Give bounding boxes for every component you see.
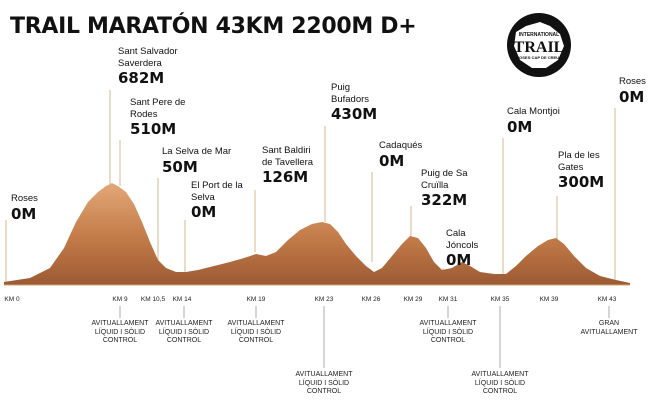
waypoint-name: Puig Bufadors	[331, 82, 370, 105]
logo-sub-text: ROSES·CAP DE CREUS	[516, 55, 562, 60]
waypoint-name: Sant Baldiri de Tavellera	[262, 145, 314, 168]
km-label: KM 0	[4, 296, 20, 303]
km-label: KM 43	[597, 296, 617, 303]
waypoint-sant-salvador: Sant Salvador Saverdera 682M	[118, 46, 188, 87]
waypoint-name: Cadaqués	[379, 140, 423, 151]
waypoint-elevation: 0M	[507, 117, 533, 136]
km-label: KM 29	[403, 296, 423, 303]
waypoint-name: Sant Pere de Rodes	[130, 97, 186, 120]
waypoint-puig-bufadors: Puig Bufadors 430M	[331, 82, 378, 123]
waypoint-elevation: 0M	[191, 203, 217, 221]
km-label: KM 14	[172, 296, 192, 303]
waypoint-sant-pere: Sant Pere de Rodes 510M	[130, 97, 192, 138]
waypoint-sant-baldiri: Sant Baldiri de Tavellera 126M	[262, 145, 322, 186]
km-label: KM 10,5	[140, 296, 166, 303]
waypoint-elevation: 510M	[130, 120, 177, 138]
waypoint-elevation: 0M	[379, 151, 405, 170]
page-title: TRAIL MARATÓN 43KM 2200M D+	[10, 14, 417, 39]
waypoint-roses-end: Roses 0M	[619, 76, 649, 106]
waypoint-name: Pla de les Gates	[558, 150, 600, 173]
waypoint-name: La Selva de Mar	[162, 146, 232, 157]
waypoint-cala-joncols: Cala Jóncols 0M	[446, 228, 486, 269]
waypoint-name: Puig de Sa Cruïlla	[421, 168, 468, 191]
waypoint-elevation: 50M	[162, 157, 198, 176]
km-label: KM 35	[490, 296, 510, 303]
waypoint-el-port: El Port de la Selva 0M	[191, 180, 251, 221]
logo-top-text: INTERNATIONAL	[519, 32, 559, 38]
aid-station-lines	[119, 306, 610, 368]
aid-station-label: GRAN AVITUALLAMENT	[580, 320, 638, 336]
terrain-shape	[4, 183, 630, 285]
waypoint-name: Sant Salvador Saverdera	[118, 46, 178, 69]
waypoint-elevation: 0M	[446, 251, 472, 269]
km-label: KM 9	[112, 296, 128, 303]
waypoint-elevation: 430M	[331, 105, 378, 123]
waypoint-pla-gates: Pla de les Gates 300M	[558, 150, 618, 191]
waypoint-puig-sa-cruilla: Puig de Sa Cruïlla 322M	[421, 168, 471, 209]
waypoint-lines	[5, 90, 616, 285]
aid-station-label: AVITUALLAMENT LÍQUID I SÒLID CONTROL	[155, 320, 213, 344]
aid-station-label: AVITUALLAMENT LÍQUID I SÒLID CONTROL	[471, 371, 529, 395]
trail-logo-icon: INTERNATIONAL TRAIL ROSES·CAP DE CREUS	[507, 13, 571, 77]
waypoint-cadaques: Cadaqués 0M	[379, 140, 434, 170]
logo-main-text: TRAIL	[514, 39, 565, 56]
waypoint-elevation: 0M	[11, 204, 37, 223]
aid-station-label: AVITUALLAMENT LÍQUID I SÒLID CONTROL	[419, 320, 477, 344]
km-label: KM 19	[246, 296, 266, 303]
waypoint-elevation: 682M	[118, 69, 165, 87]
aid-station-label: AVITUALLAMENT LÍQUID I SÒLID CONTROL	[295, 371, 353, 395]
waypoint-elevation: 300M	[558, 173, 605, 191]
waypoint-la-selva: La Selva de Mar 50M	[162, 146, 242, 176]
waypoint-cala-montjoi: Cala Montjoi 0M	[507, 106, 567, 136]
waypoint-name: Roses	[619, 76, 646, 87]
waypoint-elevation: 322M	[421, 191, 468, 209]
km-label: KM 26	[361, 296, 381, 303]
waypoint-name: Roses	[11, 193, 38, 204]
waypoint-name: Cala Jóncols	[446, 228, 479, 251]
waypoint-name: El Port de la Selva	[191, 180, 243, 203]
km-label: KM 39	[539, 296, 559, 303]
waypoint-name: Cala Montjoi	[507, 106, 560, 117]
waypoint-roses-start: Roses 0M	[11, 193, 38, 223]
aid-station-label: AVITUALLAMENT LÍQUID I SÒLID CONTROL	[91, 320, 149, 344]
km-label: KM 23	[314, 296, 334, 303]
waypoint-elevation: 126M	[262, 168, 309, 186]
km-label: KM 31	[438, 296, 458, 303]
aid-station-label: AVITUALLAMENT LÍQUID I SÒLID CONTROL	[227, 320, 285, 344]
waypoint-elevation: 0M	[619, 87, 645, 106]
